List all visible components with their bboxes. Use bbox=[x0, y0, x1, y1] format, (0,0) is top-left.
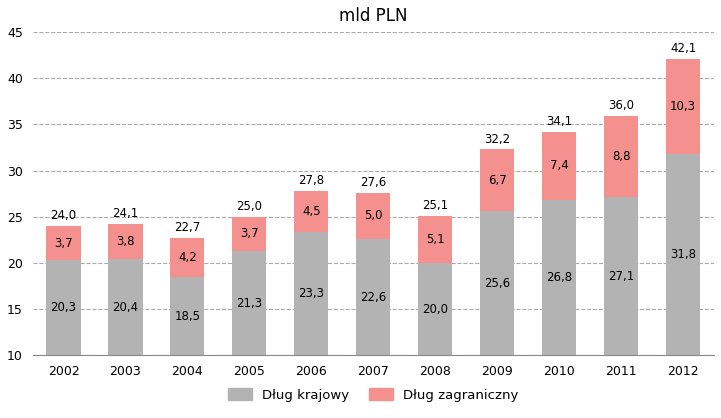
Text: 5,0: 5,0 bbox=[364, 209, 383, 222]
Text: 22,7: 22,7 bbox=[174, 221, 200, 234]
Text: 26,8: 26,8 bbox=[546, 271, 572, 284]
Text: 6,7: 6,7 bbox=[488, 174, 507, 187]
Text: 25,0: 25,0 bbox=[236, 200, 262, 213]
Text: 10,3: 10,3 bbox=[670, 100, 696, 113]
Text: 22,6: 22,6 bbox=[360, 291, 386, 303]
Text: 20,4: 20,4 bbox=[112, 301, 138, 314]
Text: 4,2: 4,2 bbox=[178, 251, 197, 264]
Bar bbox=[108, 259, 143, 418]
Text: 25,6: 25,6 bbox=[484, 277, 510, 290]
Bar bbox=[604, 116, 638, 197]
Text: 25,1: 25,1 bbox=[423, 199, 448, 212]
Bar bbox=[170, 238, 205, 277]
Text: 20,0: 20,0 bbox=[423, 303, 448, 316]
Text: 32,2: 32,2 bbox=[484, 133, 510, 145]
Legend: Dług krajowy, Dług zagraniczny: Dług krajowy, Dług zagraniczny bbox=[223, 383, 524, 407]
Text: 7,4: 7,4 bbox=[550, 160, 569, 173]
Bar bbox=[356, 193, 390, 239]
Text: 3,7: 3,7 bbox=[54, 237, 73, 250]
Text: 21,3: 21,3 bbox=[236, 297, 262, 310]
Bar bbox=[666, 154, 700, 418]
Text: 3,7: 3,7 bbox=[240, 227, 259, 240]
Text: 8,8: 8,8 bbox=[612, 150, 630, 163]
Bar bbox=[294, 191, 328, 232]
Text: 27,8: 27,8 bbox=[298, 174, 324, 187]
Text: 3,8: 3,8 bbox=[116, 235, 135, 248]
Text: 36,0: 36,0 bbox=[608, 99, 634, 112]
Bar bbox=[46, 260, 81, 418]
Bar bbox=[108, 224, 143, 259]
Title: mld PLN: mld PLN bbox=[339, 7, 407, 25]
Bar bbox=[356, 239, 390, 418]
Bar bbox=[542, 132, 576, 200]
Text: 31,8: 31,8 bbox=[670, 248, 696, 261]
Text: 34,1: 34,1 bbox=[546, 115, 572, 128]
Bar bbox=[480, 211, 514, 418]
Bar bbox=[542, 200, 576, 418]
Text: 5,1: 5,1 bbox=[426, 233, 445, 246]
Text: 20,3: 20,3 bbox=[50, 301, 76, 314]
Text: 4,5: 4,5 bbox=[302, 205, 321, 218]
Text: 18,5: 18,5 bbox=[174, 310, 200, 323]
Bar bbox=[666, 59, 700, 154]
Text: 27,6: 27,6 bbox=[360, 176, 386, 189]
Bar bbox=[604, 197, 638, 418]
Bar bbox=[46, 226, 81, 260]
Text: 24,1: 24,1 bbox=[112, 207, 138, 220]
Bar bbox=[418, 263, 452, 418]
Bar bbox=[418, 216, 452, 263]
Text: 23,3: 23,3 bbox=[298, 288, 324, 301]
Text: 24,0: 24,0 bbox=[50, 209, 76, 222]
Text: 27,1: 27,1 bbox=[608, 270, 634, 283]
Bar bbox=[232, 217, 267, 251]
Bar bbox=[232, 251, 267, 418]
Text: 42,1: 42,1 bbox=[670, 42, 696, 55]
Bar bbox=[480, 149, 514, 211]
Bar bbox=[294, 232, 328, 418]
Bar bbox=[170, 277, 205, 418]
